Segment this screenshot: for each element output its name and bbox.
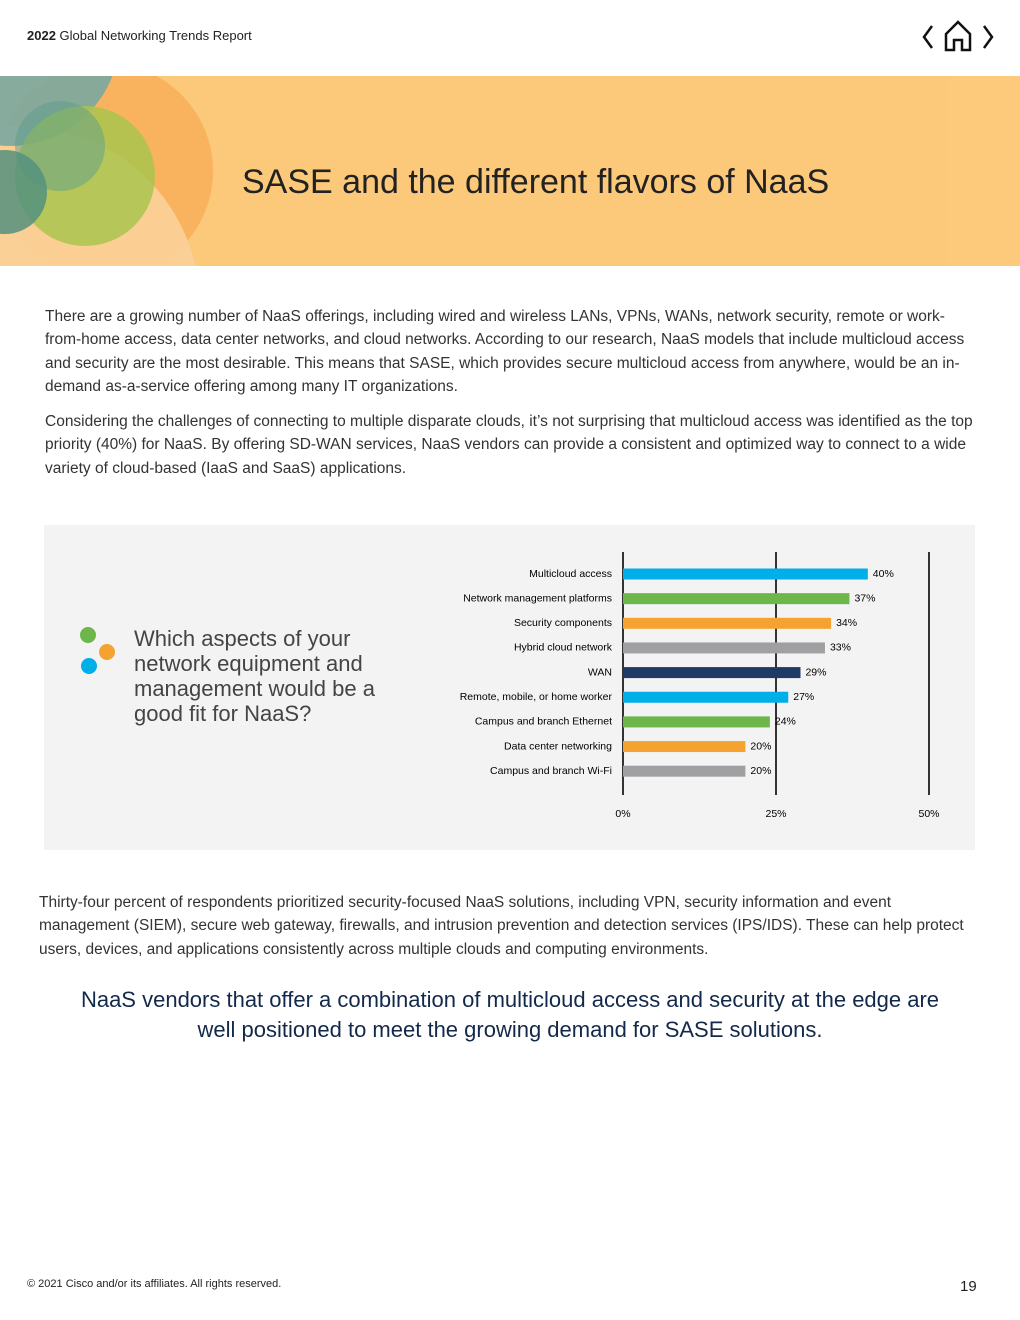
pull-quote: NaaS vendors that offer a combination of… (80, 987, 940, 1042)
y-tick-label: Security components (514, 617, 612, 629)
chart-title: Which aspects of your network equipment … (134, 626, 375, 726)
value-label: 20% (750, 765, 771, 777)
x-tick-label: 0% (615, 808, 630, 820)
value-label: 24% (775, 716, 796, 728)
value-label: 37% (854, 592, 875, 604)
y-tick-label: Multicloud access (529, 568, 612, 580)
value-label: 33% (830, 642, 851, 654)
y-tick-label: Campus and branch Wi-Fi (490, 765, 612, 777)
y-tick-label: Data center networking (504, 740, 612, 752)
y-tick-label: WAN (588, 666, 612, 678)
bar (623, 716, 770, 728)
value-label: 20% (750, 740, 771, 752)
year: 2022 (27, 28, 56, 43)
bar (623, 568, 868, 580)
y-tick-label: Network management platforms (463, 592, 612, 604)
chart: 0% 25% 50% Multicloud access 40% Network mana… (460, 552, 940, 820)
dots-icon (80, 627, 115, 674)
header: 2022 Global Networking Trends Report (27, 28, 252, 43)
nav-icons[interactable] (918, 18, 998, 54)
bar (623, 593, 850, 605)
bar (623, 642, 825, 654)
bar (623, 617, 832, 629)
bar (623, 691, 789, 703)
banner: SASE and the different flavors of NaaS (0, 76, 1020, 266)
value-label: 29% (805, 666, 826, 678)
page-number: 19 (960, 1278, 977, 1295)
paragraph: Considering the challenges of connecting… (45, 413, 973, 477)
y-tick-label: Campus and branch Ethernet (475, 716, 612, 728)
value-label: 40% (873, 568, 894, 580)
value-label: 34% (836, 617, 857, 629)
report-title: Global Networking Trends Report (59, 28, 252, 43)
paragraph: Thirty-four percent of respondents prior… (39, 894, 964, 958)
bar (623, 765, 746, 777)
y-tick-label: Hybrid cloud network (514, 642, 613, 654)
x-tick-label: 25% (765, 808, 786, 820)
copyright: © 2021 Cisco and/or its affiliates. All … (27, 1278, 282, 1290)
y-tick-label: Remote, mobile, or home worker (460, 691, 613, 703)
banner-title: SASE and the different flavors of NaaS (242, 163, 829, 201)
value-label: 27% (793, 691, 814, 703)
bar (623, 667, 801, 679)
paragraph: There are a growing number of NaaS offer… (45, 308, 965, 395)
x-tick-label: 50% (918, 808, 939, 820)
bar (623, 741, 746, 753)
